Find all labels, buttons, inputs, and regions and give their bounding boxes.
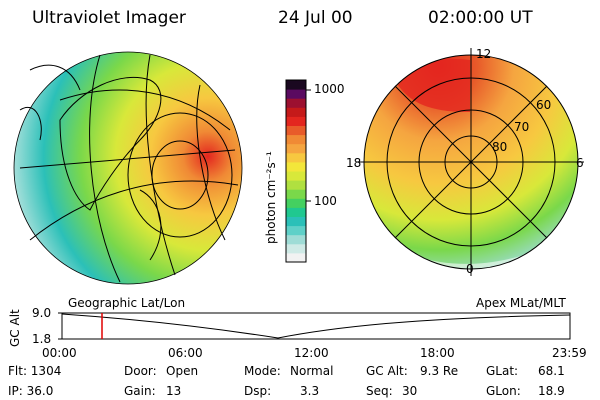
colorbar-segment: [286, 171, 306, 181]
gcalt-label: GC Alt:: [366, 364, 408, 378]
door-value: Open: [166, 364, 199, 378]
geographic-globe: [13, 51, 243, 285]
colorbar-segment: [286, 80, 306, 90]
colorbar-segment: [286, 125, 306, 136]
polar-label-18: 18: [346, 156, 362, 170]
glon-value: 18.9: [538, 384, 565, 398]
ip-value: IP: 36.0: [8, 384, 54, 398]
x-tick-2: 12:00: [294, 346, 329, 360]
date-label: 24 Jul 00: [278, 8, 353, 28]
seq-value: 30: [402, 384, 418, 398]
polar-plot: [358, 48, 584, 276]
colorbar-segment: [286, 198, 306, 208]
glat-value: 68.1: [538, 364, 565, 378]
colorbar-segment: [286, 152, 306, 163]
x-tick-1: 06:00: [168, 346, 203, 360]
polar-label-12: 12: [476, 47, 492, 61]
polar-label-60: 60: [536, 98, 552, 112]
polar-label-70: 70: [514, 120, 530, 134]
x-tick-0: 00:00: [42, 346, 77, 360]
colorbar-segment: [286, 107, 306, 117]
colorbar-segment: [286, 225, 306, 236]
colorbar-segment: [286, 89, 306, 99]
apex-title: Apex MLat/MLT: [476, 296, 566, 310]
colorbar-tick-1000: 1000: [314, 82, 345, 96]
colorbar-segment: [286, 207, 306, 217]
glat-label: GLat:: [486, 364, 519, 378]
colorbar: [286, 80, 306, 263]
alt-y-label: GC Alt: [8, 309, 22, 347]
x-tick-4: 23:59: [552, 346, 587, 360]
colorbar-tick-100: 100: [314, 194, 337, 208]
altitude-plot: [58, 312, 571, 340]
polar-label-80: 80: [492, 140, 508, 154]
x-tick-3: 18:00: [420, 346, 455, 360]
colorbar-segment: [286, 234, 306, 245]
mode-value: Normal: [290, 364, 334, 378]
mode-label: Mode:: [244, 364, 281, 378]
door-label: Door:: [124, 364, 157, 378]
colorbar-segment: [286, 98, 306, 108]
polar-label-6: 6: [576, 156, 584, 170]
colorbar-segment: [286, 143, 306, 154]
dsp-label: Dsp:: [244, 384, 272, 398]
dsp-value: 3.3: [300, 384, 320, 398]
glon-label: GLon:: [486, 384, 521, 398]
geo-title: Geographic Lat/Lon: [68, 296, 186, 310]
gcalt-value: 9.3 Re: [420, 364, 459, 378]
alt-y-bottom: 1.8: [32, 332, 52, 346]
colorbar-segment: [286, 161, 306, 172]
alt-y-top: 9.0: [32, 306, 52, 320]
colorbar-segment: [286, 134, 306, 145]
colorbar-unit-label: photon cm⁻²s⁻¹: [264, 151, 278, 244]
colorbar-segment: [286, 243, 306, 254]
colorbar-segment: [286, 189, 306, 199]
colorbar-segment: [286, 216, 306, 227]
colorbar-segment: [286, 180, 306, 190]
colorbar-segment: [286, 252, 306, 263]
seq-label: Seq:: [366, 384, 393, 398]
colorbar-segment: [286, 116, 306, 126]
time-label: 02:00:00 UT: [428, 8, 533, 28]
gain-value: 13: [166, 384, 182, 398]
flt-value: Flt: 1304: [8, 364, 62, 378]
gain-label: Gain:: [124, 384, 156, 398]
polar-label-0: 0: [466, 262, 474, 276]
app-title: Ultraviolet Imager: [32, 8, 186, 28]
